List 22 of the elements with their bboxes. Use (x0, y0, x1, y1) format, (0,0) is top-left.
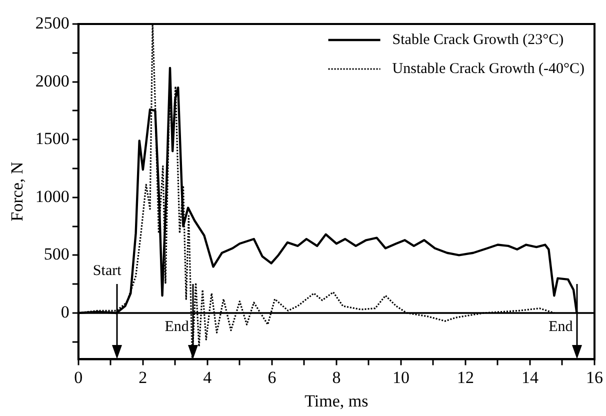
y-tick-label: 0 (60, 302, 70, 322)
legend-label: Stable Crack Growth (23°C) (392, 32, 564, 48)
y-tick-label: 2500 (35, 13, 70, 32)
x-tick-label: 10 (392, 368, 410, 387)
x-tick-label: 14 (521, 368, 539, 387)
ref-line-label: Start (92, 263, 122, 280)
y-tick-label: 2000 (35, 71, 70, 90)
x-tick-label: 8 (332, 368, 341, 387)
x-tick-label: 12 (456, 368, 474, 387)
x-tick-label: 4 (203, 368, 212, 387)
y-tick-label: 1000 (35, 186, 70, 206)
x-tick-label: 6 (268, 368, 276, 387)
y-tick-label: 1500 (35, 129, 70, 148)
y-axis-title: Force, N (8, 162, 27, 222)
ref-line-label: End (548, 319, 574, 336)
x-axis-title: Time, ms (304, 391, 368, 410)
legend-label: Unstable Crack Growth (-40°C) (392, 60, 585, 77)
x-tick-label: 2 (138, 368, 148, 387)
ref-line-label: End (164, 319, 190, 336)
x-tick-label: 16 (586, 368, 603, 387)
y-tick-label: 500 (44, 244, 70, 264)
x-tick-label: 0 (74, 368, 83, 387)
